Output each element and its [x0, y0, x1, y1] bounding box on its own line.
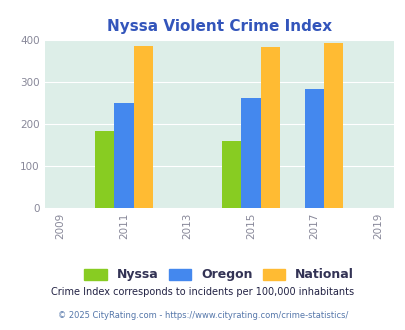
Text: Crime Index corresponds to incidents per 100,000 inhabitants: Crime Index corresponds to incidents per… [51, 287, 354, 297]
Bar [304, 89, 323, 208]
Bar [114, 103, 133, 208]
Bar [241, 98, 260, 208]
Legend: Nyssa, Oregon, National: Nyssa, Oregon, National [81, 265, 357, 285]
Bar [95, 131, 114, 208]
Bar [260, 47, 279, 208]
Title: Nyssa Violent Crime Index: Nyssa Violent Crime Index [107, 19, 331, 34]
Text: © 2025 CityRating.com - https://www.cityrating.com/crime-statistics/: © 2025 CityRating.com - https://www.city… [58, 311, 347, 320]
Bar [133, 46, 152, 208]
Bar [222, 141, 241, 208]
Bar [323, 43, 342, 208]
